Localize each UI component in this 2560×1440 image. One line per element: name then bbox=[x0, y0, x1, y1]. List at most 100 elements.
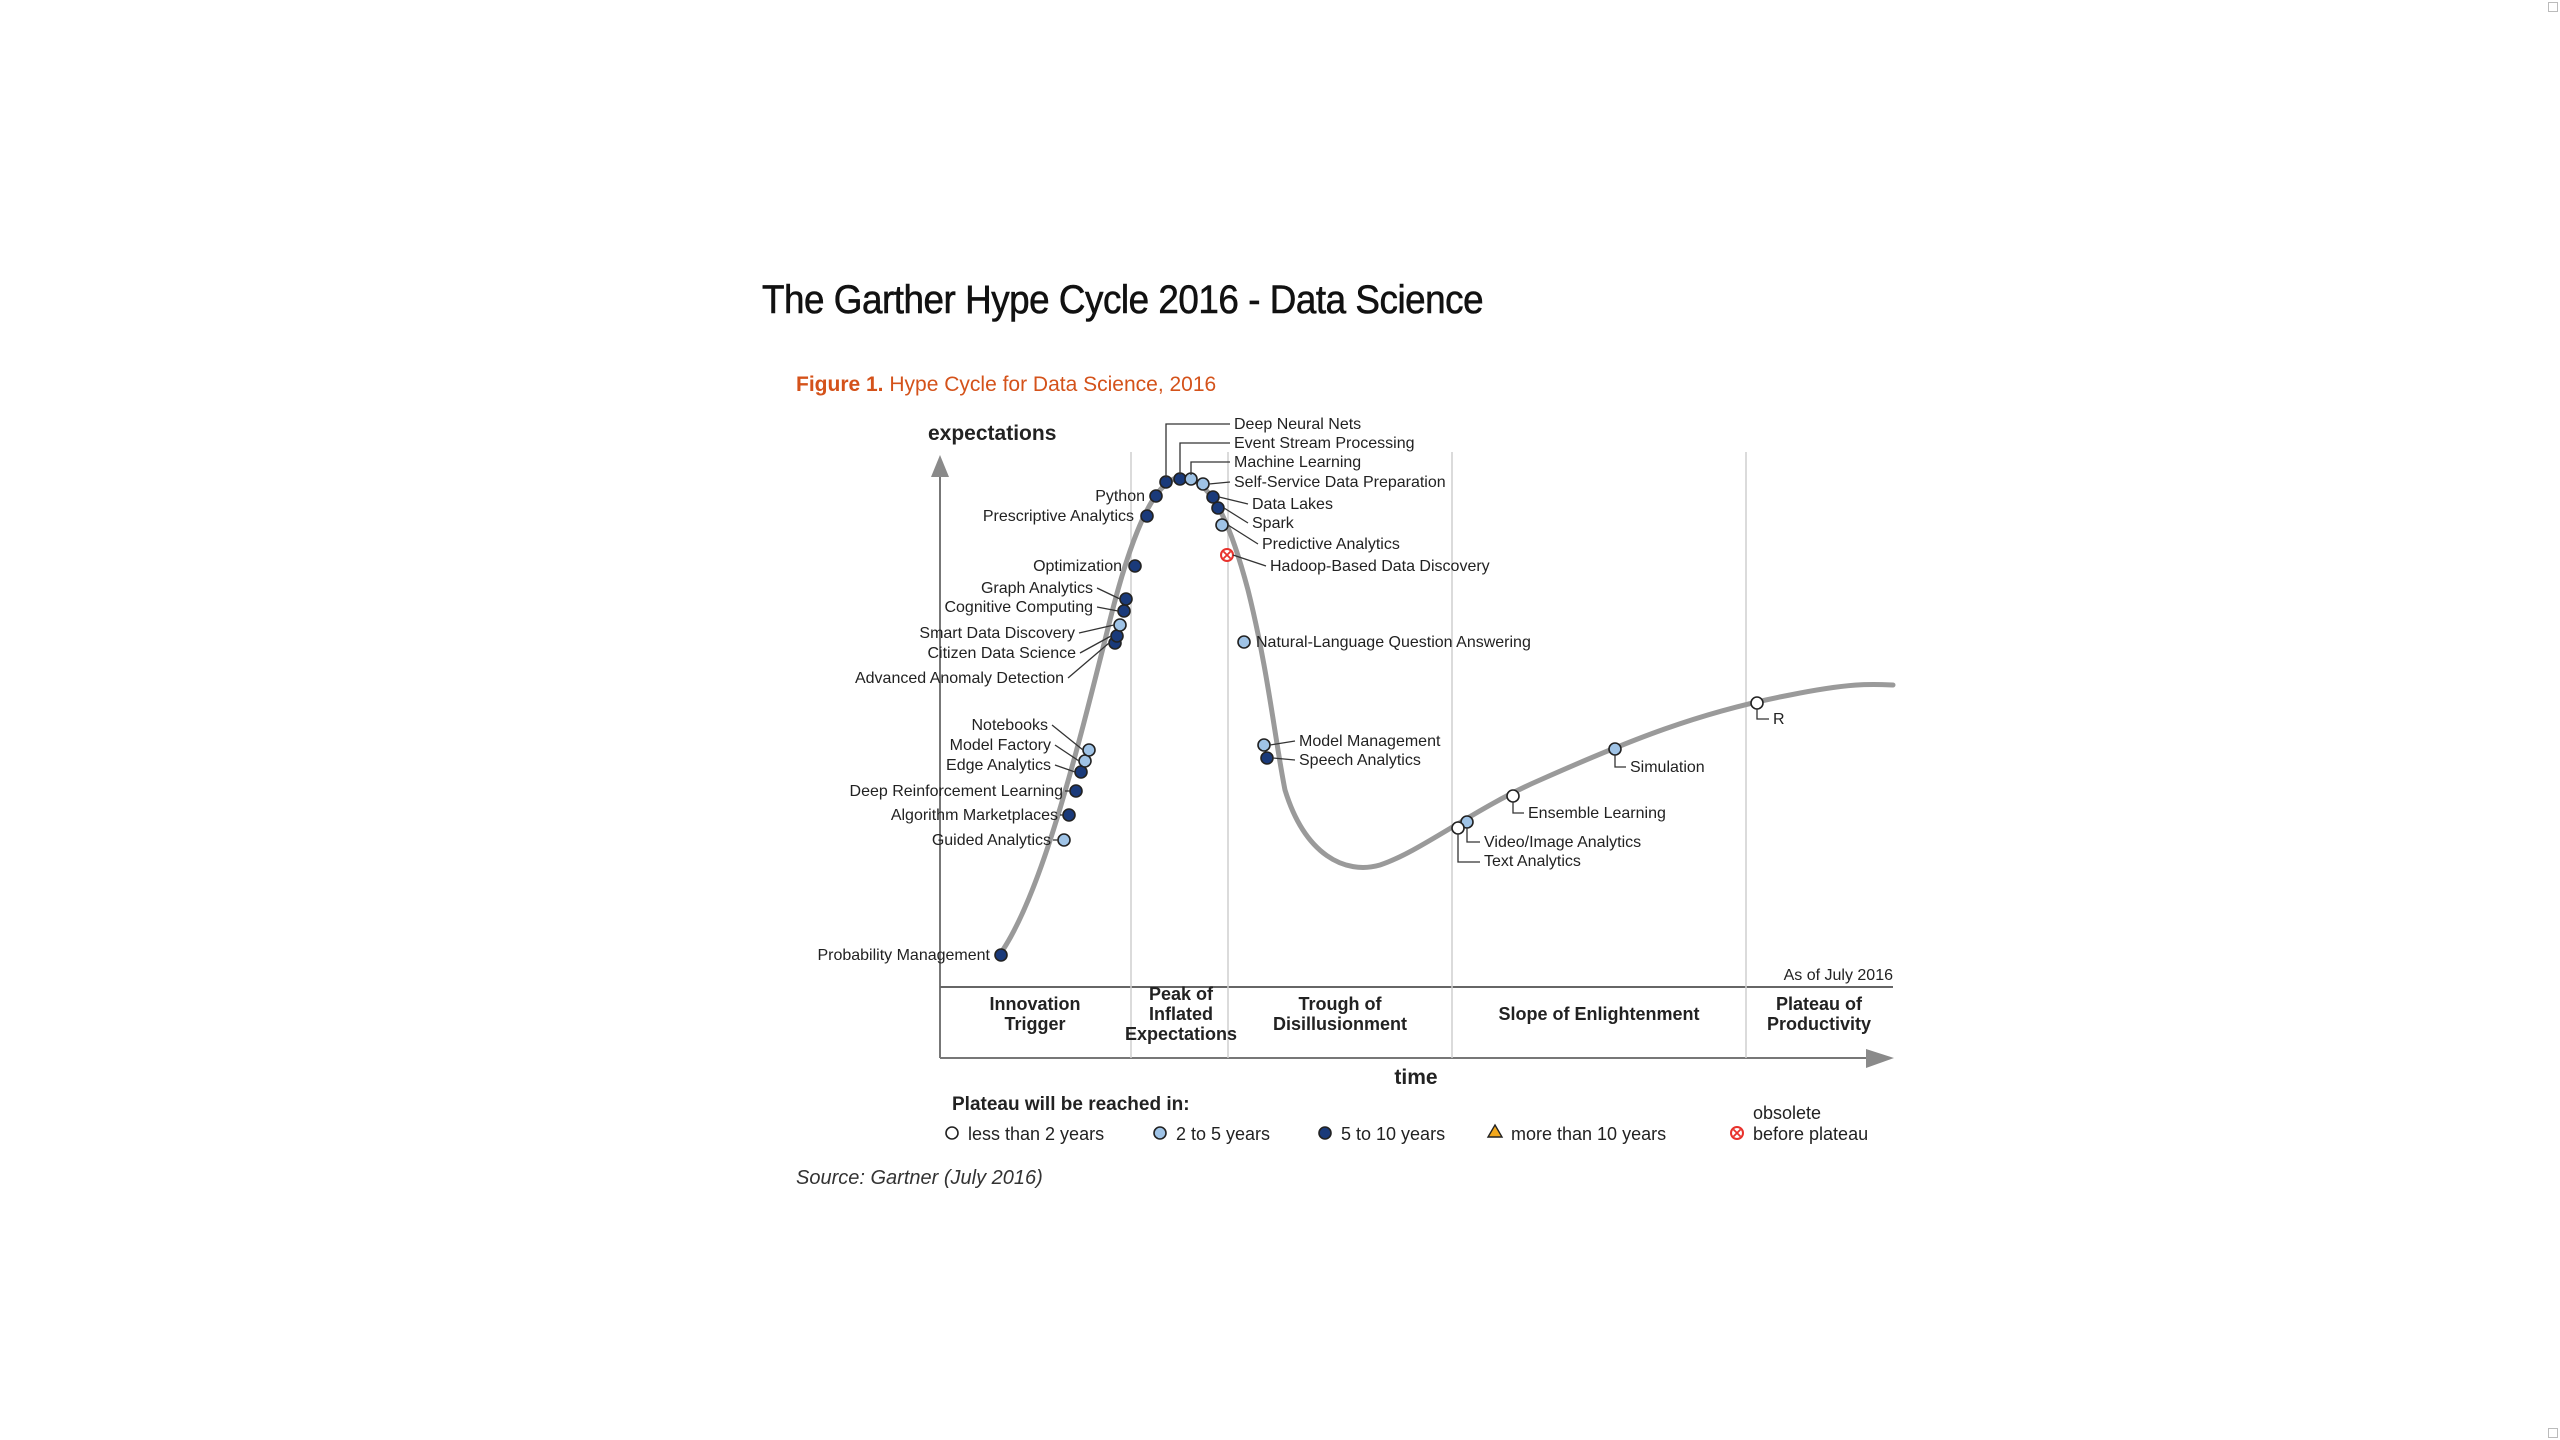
technology-marker bbox=[1113, 618, 1127, 632]
technology-marker bbox=[1117, 604, 1131, 618]
legend-dot-icon bbox=[945, 1126, 959, 1140]
hype-curve bbox=[995, 474, 1896, 960]
technology-label: R bbox=[1773, 711, 1785, 728]
leader-line bbox=[1614, 755, 1626, 768]
technology-label: Optimization bbox=[1033, 558, 1122, 575]
phase-label: Plateau of Productivity bbox=[1767, 994, 1871, 1034]
leader-line bbox=[1179, 442, 1230, 475]
window-corner-handle bbox=[2548, 2, 2558, 12]
technology-marker bbox=[1237, 635, 1251, 649]
technology-marker bbox=[1506, 789, 1520, 803]
technology-label: Cognitive Computing bbox=[944, 599, 1093, 616]
leader-line bbox=[1051, 724, 1084, 751]
phase-label: Trough of Disillusionment bbox=[1273, 994, 1407, 1034]
technology-marker bbox=[1215, 518, 1229, 532]
slide-title: The Garther Hype Cycle 2016 - Data Scien… bbox=[762, 278, 1484, 323]
technology-marker bbox=[1074, 765, 1088, 779]
window-corner-handle bbox=[2548, 1428, 2558, 1438]
technology-label: Advanced Anomaly Detection bbox=[855, 670, 1064, 687]
technology-marker bbox=[1257, 738, 1271, 752]
technology-label: Video/Image Analytics bbox=[1484, 834, 1641, 851]
phase-label: Peak of Inflated Expectations bbox=[1125, 984, 1237, 1044]
legend-label: before plateau bbox=[1753, 1124, 1868, 1144]
technology-label: Edge Analytics bbox=[946, 757, 1051, 774]
phase-label: Innovation Trigger bbox=[990, 994, 1081, 1034]
technology-label: Machine Learning bbox=[1234, 454, 1361, 471]
technology-label: Natural-Language Question Answering bbox=[1256, 634, 1531, 651]
obsolete-icon-stroke bbox=[1732, 1128, 1742, 1138]
obsolete-marker-icon bbox=[1220, 548, 1234, 562]
technology-marker bbox=[1062, 808, 1076, 822]
technology-label: Self-Service Data Preparation bbox=[1234, 474, 1446, 491]
technology-marker bbox=[1082, 743, 1096, 757]
y-axis-arrow bbox=[931, 455, 949, 477]
technology-label: Event Stream Processing bbox=[1234, 435, 1415, 452]
marker-cross bbox=[1222, 550, 1232, 560]
leader-line bbox=[1756, 709, 1769, 720]
time-axis-arrow bbox=[1866, 1049, 1894, 1068]
figure-title: Hype Cycle for Data Science, 2016 bbox=[889, 373, 1217, 396]
leader-line bbox=[1466, 828, 1480, 843]
technology-marker bbox=[1140, 509, 1154, 523]
technology-marker bbox=[1110, 629, 1124, 643]
leader-line bbox=[1190, 461, 1230, 475]
technology-markers bbox=[994, 472, 1764, 962]
legend-label: more than 10 years bbox=[1511, 1124, 1666, 1144]
technology-label: Notebooks bbox=[972, 717, 1049, 734]
technology-marker bbox=[1451, 821, 1465, 835]
technology-marker bbox=[1608, 742, 1622, 756]
technology-label: Hadoop-Based Data Discovery bbox=[1270, 558, 1490, 575]
legend-label: less than 2 years bbox=[968, 1124, 1104, 1144]
technology-marker bbox=[1078, 754, 1092, 768]
figure-number: Figure 1. bbox=[796, 373, 884, 396]
technology-label: Data Lakes bbox=[1252, 496, 1333, 513]
leader-line bbox=[1208, 481, 1231, 485]
leader-line bbox=[1165, 423, 1230, 478]
leader-line bbox=[1232, 554, 1267, 567]
leader-line bbox=[1457, 834, 1480, 863]
leader-line bbox=[1067, 642, 1110, 679]
leader-line bbox=[1054, 744, 1080, 762]
legend-dot-icon bbox=[1318, 1126, 1332, 1140]
technology-label: Citizen Data Science bbox=[927, 645, 1076, 662]
technology-label: Probability Management bbox=[817, 947, 990, 964]
technology-label: Deep Reinforcement Learning bbox=[850, 783, 1063, 800]
technology-marker bbox=[1260, 751, 1274, 765]
technology-label: Deep Neural Nets bbox=[1234, 416, 1361, 433]
technology-marker bbox=[1211, 501, 1225, 515]
technology-label: Predictive Analytics bbox=[1262, 536, 1400, 553]
leader-line bbox=[1272, 757, 1296, 761]
technology-marker bbox=[1128, 559, 1142, 573]
legend-label: 5 to 10 years bbox=[1341, 1124, 1445, 1144]
phase-label: Slope of Enlightenment bbox=[1499, 1004, 1700, 1024]
technology-label: Python bbox=[1095, 488, 1145, 505]
source-note: Source: Gartner (July 2016) bbox=[796, 1167, 1043, 1189]
technology-label: Ensemble Learning bbox=[1528, 805, 1666, 822]
triangle-icon bbox=[1486, 1123, 1504, 1138]
leader-line bbox=[1223, 507, 1249, 524]
technology-marker bbox=[1206, 490, 1220, 504]
technology-label: Text Analytics bbox=[1484, 853, 1581, 870]
as-of-label: As of July 2016 bbox=[1784, 967, 1894, 984]
leader-line bbox=[1096, 587, 1121, 600]
leader-line bbox=[1054, 764, 1076, 773]
technology-marker bbox=[1069, 784, 1083, 798]
technology-label: Prescriptive Analytics bbox=[983, 508, 1134, 525]
leader-line bbox=[1078, 624, 1115, 634]
technology-label: Simulation bbox=[1630, 759, 1705, 776]
leader-line bbox=[1218, 496, 1249, 505]
technology-label: Spark bbox=[1252, 515, 1295, 532]
technology-marker bbox=[1149, 489, 1163, 503]
figure-caption: Figure 1. Hype Cycle for Data Science, 2… bbox=[796, 373, 1216, 397]
technology-label: Algorithm Marketplaces bbox=[891, 807, 1058, 824]
legend-title: Plateau will be reached in: bbox=[952, 1094, 1190, 1115]
x-axis-label: time bbox=[1394, 1066, 1437, 1089]
leader-line bbox=[1079, 635, 1112, 654]
technology-marker bbox=[1750, 696, 1764, 710]
leader-line bbox=[1096, 606, 1119, 612]
technology-label: Smart Data Discovery bbox=[919, 625, 1075, 642]
leader-line bbox=[1269, 740, 1296, 746]
technology-label: Model Factory bbox=[950, 737, 1051, 754]
technology-marker bbox=[994, 948, 1008, 962]
